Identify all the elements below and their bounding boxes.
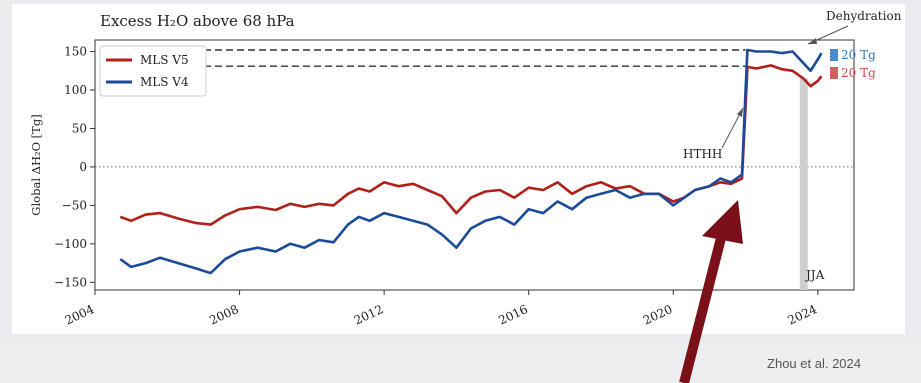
y-tick-label: 150 bbox=[64, 45, 87, 59]
jja-band bbox=[799, 78, 808, 290]
reference-lines bbox=[95, 49, 854, 168]
legend: MLS V5 MLS V4 bbox=[99, 45, 207, 97]
y-tick-label: 100 bbox=[64, 83, 87, 97]
v5-20tg-label: 20 Tg bbox=[841, 66, 876, 80]
hthh-label: HTHH bbox=[683, 147, 722, 161]
footer-band bbox=[0, 342, 921, 383]
y-tick-label: 0 bbox=[79, 160, 87, 174]
y-tick-label: 50 bbox=[72, 121, 87, 135]
plot-frame bbox=[94, 39, 855, 291]
legend-v4-label: MLS V4 bbox=[140, 75, 189, 89]
y-axis-label: Global ΔH₂O [Tg] bbox=[29, 114, 43, 215]
series-line-mls-v4 bbox=[119, 48, 823, 275]
y-tick-label: −150 bbox=[54, 275, 87, 289]
series-layer bbox=[119, 48, 823, 275]
y-tick-label: −100 bbox=[54, 237, 87, 251]
y-axis: 150 100 50 0 −50 −100 −150 bbox=[54, 45, 95, 289]
dehydration-arrowhead bbox=[808, 38, 817, 44]
v5-20tg-bar bbox=[830, 67, 838, 79]
jja-label: JJA bbox=[804, 268, 825, 282]
chart-title: Excess H₂O above 68 hPa bbox=[100, 12, 295, 30]
v4-20tg-bar bbox=[830, 49, 838, 61]
y-tick-label: −50 bbox=[62, 198, 87, 212]
dehydration-label: Dehydration bbox=[826, 9, 902, 23]
v4-20tg-label: 20 Tg bbox=[841, 48, 876, 62]
citation: Zhou et al. 2024 bbox=[767, 356, 861, 371]
water-vapor-chart: Excess H₂O above 68 hPa Global ΔH₂O [Tg]… bbox=[12, 4, 905, 334]
legend-v5-label: MLS V5 bbox=[140, 53, 189, 67]
hthh-arrowhead bbox=[737, 108, 743, 117]
